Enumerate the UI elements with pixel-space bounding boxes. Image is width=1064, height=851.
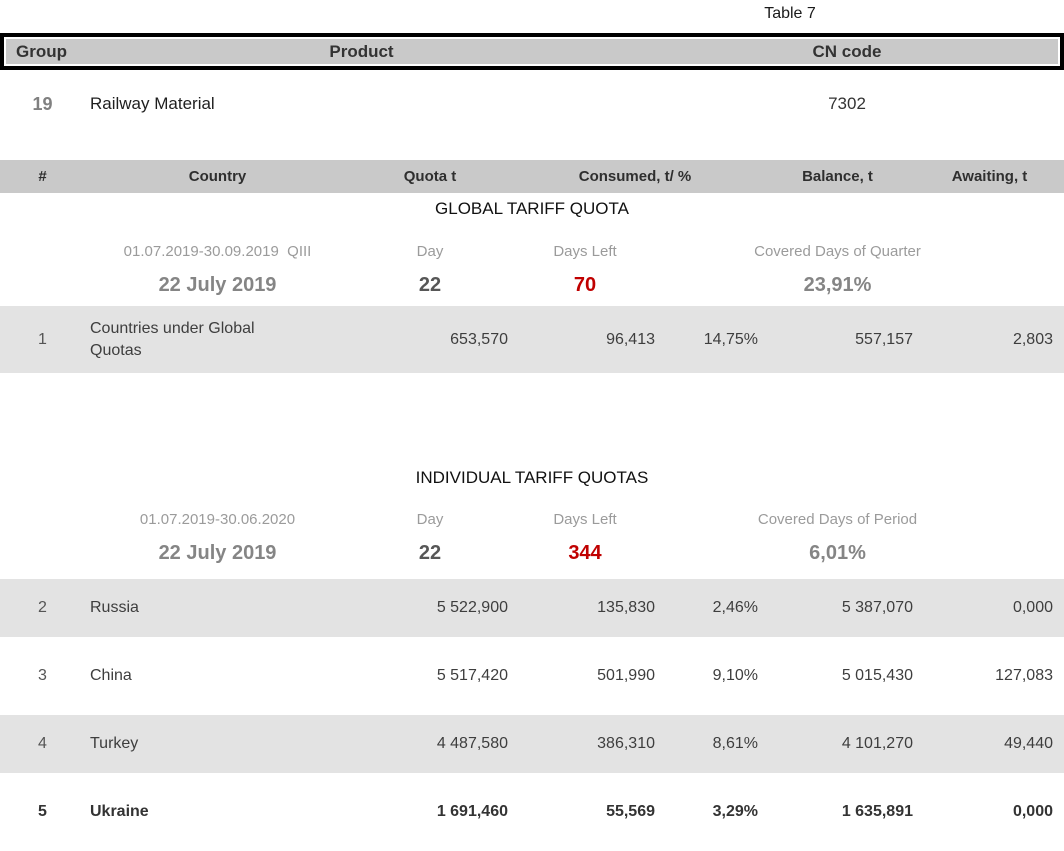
product-header: Product bbox=[329, 41, 394, 61]
country-cell: Russia bbox=[90, 599, 139, 616]
consumed-tonnes-cell: 501,990 bbox=[597, 667, 655, 684]
col-header-consumed: Consumed, t/ % bbox=[578, 168, 692, 185]
section-title: GLOBAL TARIFF QUOTA bbox=[435, 199, 629, 218]
quota-section: INDIVIDUAL TARIFF QUOTAS 01.07.2019-30.0… bbox=[0, 465, 1064, 841]
row-num: 3 bbox=[38, 667, 47, 684]
balance-cell: 557,157 bbox=[855, 330, 913, 348]
days-left-label: Days Left bbox=[553, 510, 617, 528]
quota-cell: 4 487,580 bbox=[436, 735, 508, 752]
cn-code-header: CN code bbox=[812, 41, 882, 61]
covered-days-label: Covered Days of Quarter bbox=[754, 242, 921, 260]
section-title: INDIVIDUAL TARIFF QUOTAS bbox=[415, 468, 649, 487]
section-rows: 2 Russia 5 522,900 135,830 2,46% 5 387,0… bbox=[0, 579, 1064, 841]
table-row: 3 China 5 517,420 501,990 9,10% 5 015,43… bbox=[0, 647, 1064, 705]
days-left-value: 70 bbox=[573, 273, 597, 296]
report-date: 22 July 2019 bbox=[158, 273, 277, 296]
table-label: Table 7 bbox=[764, 5, 816, 22]
col-header-country: Country bbox=[188, 168, 247, 185]
cn-code-value: 7302 bbox=[828, 94, 866, 113]
consumed-percent-cell: 9,10% bbox=[712, 667, 758, 684]
period-range: 01.07.2019-30.06.2020 bbox=[139, 510, 296, 528]
day-value: 22 bbox=[418, 273, 442, 296]
table-row: 4 Turkey 4 487,580 386,310 8,61% 4 101,2… bbox=[0, 715, 1064, 773]
balance-cell: 4 101,270 bbox=[841, 735, 913, 752]
country-cell: Turkey bbox=[90, 735, 139, 752]
consumed-percent-cell: 8,61% bbox=[712, 735, 758, 752]
quota-cell: 5 517,420 bbox=[436, 667, 508, 684]
days-left-value: 344 bbox=[568, 541, 602, 564]
quota-cell: 653,570 bbox=[450, 330, 508, 348]
day-value: 22 bbox=[418, 541, 442, 564]
consumed-tonnes-cell: 135,830 bbox=[597, 599, 655, 616]
consumed-percent-cell: 14,75% bbox=[703, 330, 758, 348]
awaiting-cell: 49,440 bbox=[1004, 735, 1053, 752]
period-values-row: 22 July 2019 22 344 6,01% bbox=[0, 537, 1064, 569]
period-row: 01.07.2019-30.09.2019 QIII Day Days Left… bbox=[0, 240, 1064, 262]
row-num: 2 bbox=[38, 599, 47, 616]
report-date: 22 July 2019 bbox=[158, 541, 277, 564]
balance-cell: 1 635,891 bbox=[841, 803, 913, 820]
product-value: Railway Material bbox=[90, 94, 215, 113]
consumed-tonnes-cell: 386,310 bbox=[597, 735, 655, 752]
awaiting-cell: 0,000 bbox=[1012, 803, 1053, 820]
quota-table: # Country Quota t Consumed, t/ % Balance… bbox=[0, 160, 1064, 851]
consumed-percent-cell: 3,29% bbox=[712, 803, 758, 820]
group-value: 19 bbox=[32, 93, 53, 114]
period-range: 01.07.2019-30.09.2019 QIII bbox=[123, 242, 312, 260]
period-values-row: 22 July 2019 22 70 23,91% bbox=[0, 269, 1064, 301]
awaiting-cell: 127,083 bbox=[995, 667, 1053, 684]
awaiting-cell: 0,000 bbox=[1012, 599, 1053, 616]
country-cell: China bbox=[90, 667, 132, 684]
consumed-tonnes-cell: 96,413 bbox=[606, 330, 655, 348]
group-header: Group bbox=[16, 41, 67, 61]
table-row: 1 Countries under Global Quotas 653,570 … bbox=[0, 306, 1064, 373]
col-header-awaiting: Awaiting, t bbox=[951, 168, 1028, 185]
row-num: 1 bbox=[38, 330, 47, 348]
col-header-num: # bbox=[38, 168, 47, 185]
country-cell: Ukraine bbox=[90, 803, 149, 820]
awaiting-cell: 2,803 bbox=[1012, 330, 1053, 348]
quota-table-column-headers: # Country Quota t Consumed, t/ % Balance… bbox=[0, 160, 1064, 193]
section-rows: 1 Countries under Global Quotas 653,570 … bbox=[0, 306, 1064, 373]
product-table-header: Group Product CN code bbox=[0, 33, 1064, 70]
covered-percent-value: 6,01% bbox=[809, 541, 866, 564]
covered-percent-value: 23,91% bbox=[803, 273, 872, 296]
row-num: 5 bbox=[38, 803, 47, 820]
balance-cell: 5 387,070 bbox=[841, 599, 913, 616]
day-label: Day bbox=[416, 242, 444, 260]
col-header-quota: Quota t bbox=[403, 168, 457, 185]
consumed-percent-cell: 2,46% bbox=[712, 599, 758, 616]
quota-cell: 1 691,460 bbox=[436, 803, 508, 820]
days-left-label: Days Left bbox=[553, 242, 617, 260]
country-cell: Countries under Global Quotas bbox=[90, 319, 255, 359]
product-row: 19 Railway Material 7302 bbox=[0, 88, 1064, 120]
table-row: 2 Russia 5 522,900 135,830 2,46% 5 387,0… bbox=[0, 579, 1064, 637]
day-label: Day bbox=[416, 510, 444, 528]
table-row: 5 Ukraine 1 691,460 55,569 3,29% 1 635,8… bbox=[0, 783, 1064, 841]
consumed-tonnes-cell: 55,569 bbox=[606, 803, 655, 820]
quota-section: GLOBAL TARIFF QUOTA 01.07.2019-30.09.201… bbox=[0, 196, 1064, 373]
row-num: 4 bbox=[38, 735, 47, 752]
period-row: 01.07.2019-30.06.2020 Day Days Left Cove… bbox=[0, 508, 1064, 530]
col-header-balance: Balance, t bbox=[802, 168, 873, 185]
quota-sections: GLOBAL TARIFF QUOTA 01.07.2019-30.09.201… bbox=[0, 196, 1064, 841]
covered-days-label: Covered Days of Period bbox=[757, 510, 918, 528]
balance-cell: 5 015,430 bbox=[841, 667, 913, 684]
quota-cell: 5 522,900 bbox=[436, 599, 508, 616]
